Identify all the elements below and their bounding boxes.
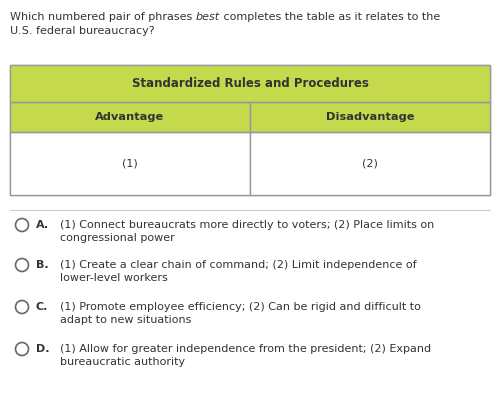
Bar — [10, 102, 250, 132]
Text: B.: B. — [36, 260, 48, 270]
Bar — [10, 65, 490, 102]
Text: best: best — [196, 12, 220, 22]
Text: Advantage: Advantage — [96, 112, 164, 122]
Text: bureaucratic authority: bureaucratic authority — [60, 357, 185, 367]
Text: A.: A. — [36, 220, 49, 230]
Text: Which numbered pair of phrases: Which numbered pair of phrases — [10, 12, 196, 22]
Text: (1) Connect bureaucrats more directly to voters; (2) Place limits on: (1) Connect bureaucrats more directly to… — [60, 220, 434, 230]
Bar — [250, 102, 490, 132]
Bar — [10, 65, 490, 195]
Bar — [250, 132, 490, 195]
Text: (2): (2) — [362, 158, 378, 169]
Text: congressional power: congressional power — [60, 233, 175, 243]
Text: adapt to new situations: adapt to new situations — [60, 315, 192, 325]
Text: (1) Allow for greater independence from the president; (2) Expand: (1) Allow for greater independence from … — [60, 344, 431, 354]
Bar — [10, 102, 250, 132]
Text: Disadvantage: Disadvantage — [326, 112, 414, 122]
Text: (1) Promote employee efficiency; (2) Can be rigid and difficult to: (1) Promote employee efficiency; (2) Can… — [60, 302, 421, 312]
Text: (1) Create a clear chain of command; (2) Limit independence of: (1) Create a clear chain of command; (2)… — [60, 260, 416, 270]
Text: D.: D. — [36, 344, 50, 354]
Text: Standardized Rules and Procedures: Standardized Rules and Procedures — [132, 77, 368, 90]
Text: U.S. federal bureaucracy?: U.S. federal bureaucracy? — [10, 26, 154, 36]
Bar — [250, 102, 490, 132]
Text: lower-level workers: lower-level workers — [60, 273, 168, 283]
Bar — [10, 132, 250, 195]
Bar — [10, 65, 490, 102]
Text: completes the table as it relates to the: completes the table as it relates to the — [220, 12, 440, 22]
Text: C.: C. — [36, 302, 48, 312]
Text: (1): (1) — [122, 158, 138, 169]
